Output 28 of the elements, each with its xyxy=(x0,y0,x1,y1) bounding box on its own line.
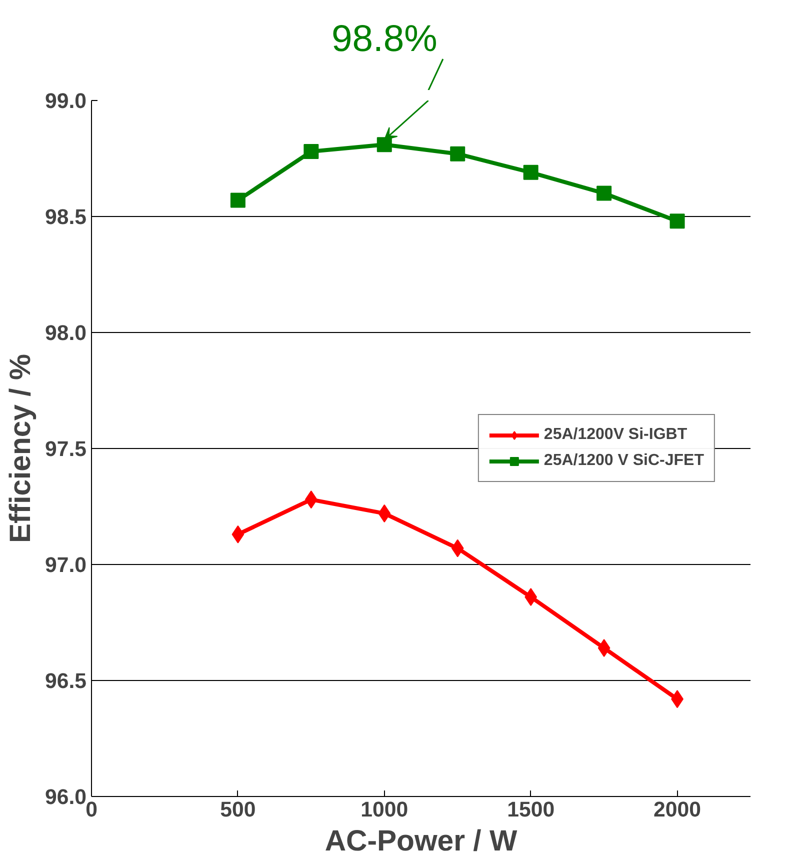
x-tick-label: 500 xyxy=(220,798,256,822)
y-tick-label: 96.0 xyxy=(44,785,87,809)
point xyxy=(230,192,246,208)
legend-label: 25A/1200V Si-IGBT xyxy=(544,426,688,444)
point xyxy=(598,639,610,658)
y-tick-label: 97.0 xyxy=(44,553,87,577)
annotation: 98.8% xyxy=(331,17,438,59)
y-tick-label: 97.5 xyxy=(44,437,87,461)
x-axis-title: AC-Power / W xyxy=(324,824,518,858)
x-tick-label: 1000 xyxy=(360,798,408,822)
point xyxy=(523,164,538,180)
y-tick-label: 99.0 xyxy=(44,89,87,113)
point xyxy=(376,137,392,152)
point xyxy=(378,504,391,522)
point xyxy=(451,539,464,558)
y-tick-label: 98.0 xyxy=(44,321,87,345)
point xyxy=(596,186,612,201)
y-tick-label: 96.5 xyxy=(44,669,87,693)
x-tick-label: 1500 xyxy=(507,798,555,822)
legend-label: 25A/1200 V SiC-JFET xyxy=(544,452,704,470)
y-tick-label: 98.5 xyxy=(44,205,87,229)
x-tick-label: 2000 xyxy=(654,798,702,822)
point xyxy=(232,525,244,544)
point xyxy=(670,214,685,229)
x-tick-label: 0 xyxy=(86,798,98,822)
point xyxy=(304,144,319,160)
point xyxy=(450,146,466,162)
y-axis-title: Efficiency / % xyxy=(4,354,37,544)
